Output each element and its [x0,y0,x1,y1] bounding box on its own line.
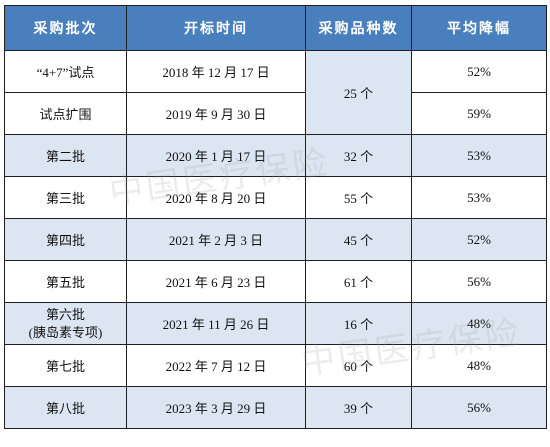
cell-avg-drop: 48% [411,344,547,387]
table-row: 第二批 2020 年 1 月 17 日 32 个 53% [4,134,547,177]
cell-avg-drop: 53% [411,134,547,177]
cell-batch: 试点扩围 [4,92,127,135]
cell-count: 16 个 [305,302,412,345]
cell-count: 45 个 [305,218,412,261]
cell-count: 39 个 [305,386,412,429]
cell-date: 2021 年 11 月 26 日 [126,302,306,345]
cell-count: 55 个 [305,176,412,219]
cell-count: 61 个 [305,260,412,303]
table-row: 试点扩围 2019 年 9 月 30 日 59% [4,92,547,135]
cell-count-merged: 25 个 [305,50,412,135]
cell-batch: 第五批 [4,260,127,303]
table-row: 第三批 2020 年 8 月 20 日 55 个 53% [4,176,547,219]
header-batch: 采购批次 [4,5,127,51]
cell-batch: 第八批 [4,386,127,429]
header-variety-count: 采购品种数 [305,5,412,51]
header-bid-date: 开标时间 [126,5,306,51]
cell-date: 2020 年 1 月 17 日 [126,134,306,177]
cell-avg-drop: 52% [411,218,547,261]
header-average-drop: 平均降幅 [411,5,547,51]
cell-count: 60 个 [305,344,412,387]
cell-date: 2021 年 2 月 3 日 [126,218,306,261]
table-row: “4+7”试点 2018 年 12 月 17 日 25 个 52% [4,50,547,135]
cell-date: 2019 年 9 月 30 日 [126,92,306,135]
cell-date: 2022 年 7 月 12 日 [126,344,306,387]
cell-avg-drop: 48% [411,302,547,345]
table-row: 第七批 2022 年 7 月 12 日 60 个 48% [4,344,547,387]
cell-batch-line2: (胰岛素专项) [28,324,103,340]
table-row: 第四批 2021 年 2 月 3 日 45 个 52% [4,218,547,261]
cell-avg-drop: 53% [411,176,547,219]
cell-avg-drop: 56% [411,386,547,429]
cell-batch: 第四批 [4,218,127,261]
cell-date: 2018 年 12 月 17 日 [126,50,306,93]
cell-count: 32 个 [305,134,412,177]
cell-avg-drop: 52% [411,50,547,93]
cell-batch: 第三批 [4,176,127,219]
procurement-table-container: 采购批次 开标时间 采购品种数 平均降幅 “4+7”试点 2018 年 12 月… [4,5,547,429]
cell-batch-line1: 第六批 [45,306,85,322]
cell-date: 2023 年 3 月 29 日 [126,386,306,429]
cell-batch: 第六批 (胰岛素专项) [4,302,127,345]
cell-date: 2020 年 8 月 20 日 [126,176,306,219]
cell-batch: 第二批 [4,134,127,177]
cell-batch: “4+7”试点 [4,50,127,93]
table-header-row: 采购批次 开标时间 采购品种数 平均降幅 [4,5,547,51]
procurement-table: 采购批次 开标时间 采购品种数 平均降幅 “4+7”试点 2018 年 12 月… [4,5,547,429]
table-row: 第五批 2021 年 6 月 23 日 61 个 56% [4,260,547,303]
table-row: 第八批 2023 年 3 月 29 日 39 个 56% [4,386,547,429]
cell-date: 2021 年 6 月 23 日 [126,260,306,303]
cell-avg-drop: 59% [411,92,547,135]
cell-batch: 第七批 [4,344,127,387]
table-row: 第六批 (胰岛素专项) 2021 年 11 月 26 日 16 个 48% [4,302,547,345]
cell-avg-drop: 56% [411,260,547,303]
